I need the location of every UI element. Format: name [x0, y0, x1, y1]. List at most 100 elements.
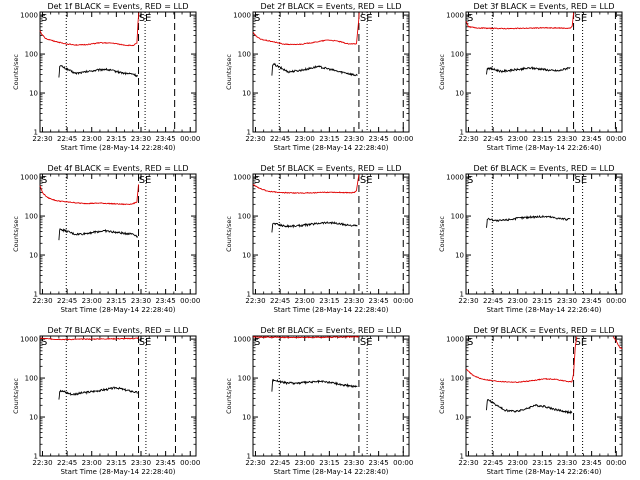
- x-axis-label: Start Time (28-May-14 22:28:40): [60, 306, 175, 314]
- detector-panel-9: Det 9f BLACK = Events, RED = LLD 1 10 100 10…: [438, 326, 626, 476]
- y-tick-label: 1000: [233, 174, 251, 182]
- y-tick-label: 1000: [446, 174, 464, 182]
- y-axis-label: Counts/sec: [225, 216, 233, 252]
- lld-series-line: [252, 174, 360, 194]
- lld-series-line: [612, 336, 623, 350]
- lld-series-line: [252, 335, 360, 339]
- x-tick-label: 00:00: [393, 297, 413, 305]
- x-tick-label: 00:00: [180, 297, 200, 305]
- x-tick-label: 23:00: [82, 135, 102, 143]
- x-tick-label: 23:30: [344, 297, 364, 305]
- x-tick-label: 22:30: [458, 135, 478, 143]
- events-series-line: [486, 66, 571, 75]
- x-tick-label: 22:45: [270, 459, 290, 467]
- y-tick-label: 1000: [20, 174, 38, 182]
- lld-series-line: [39, 12, 140, 47]
- x-tick-label: 22:45: [483, 297, 503, 305]
- y-tick-label: 100: [238, 375, 251, 383]
- events-series-line: [271, 378, 358, 392]
- y-tick-label: 10: [242, 414, 251, 422]
- time-marker-label: S: [254, 337, 260, 348]
- x-tick-label: 23:45: [156, 459, 176, 467]
- x-tick-label: 22:30: [32, 459, 52, 467]
- x-tick-label: 23:00: [508, 135, 528, 143]
- y-tick-label: 1: [460, 453, 464, 461]
- y-tick-label: 1000: [233, 336, 251, 344]
- x-tick-label: 22:30: [32, 297, 52, 305]
- y-tick-label: 1: [34, 291, 38, 299]
- x-tick-label: 00:00: [393, 459, 413, 467]
- lld-series-line: [39, 337, 139, 341]
- panel-title: Det 7f BLACK = Events, RED = LLD: [47, 326, 188, 335]
- y-axis-label: Counts/sec: [12, 378, 20, 414]
- x-tick-label: 23:00: [508, 297, 528, 305]
- y-tick-label: 10: [29, 252, 38, 260]
- y-tick-label: 10: [29, 414, 38, 422]
- y-tick-label: 100: [238, 51, 251, 59]
- time-marker-label: S: [254, 13, 260, 24]
- x-tick-label: 22:30: [458, 297, 478, 305]
- x-tick-label: 00:00: [606, 297, 626, 305]
- events-series-line: [58, 227, 139, 241]
- x-axis-label: Start Time (28-May-14 22:28:40): [60, 468, 175, 476]
- x-tick-label: 23:30: [344, 459, 364, 467]
- plot-frame: [39, 173, 197, 295]
- events-series-line: [58, 386, 138, 400]
- x-tick-label: 23:15: [532, 459, 552, 467]
- x-tick-label: 23:45: [582, 135, 602, 143]
- time-marker-label: SE: [575, 337, 588, 348]
- y-tick-label: 1: [247, 453, 251, 461]
- y-axis-label: Counts/sec: [225, 378, 233, 414]
- y-tick-label: 100: [25, 51, 38, 59]
- lld-series-line: [252, 12, 360, 46]
- y-tick-label: 10: [455, 414, 464, 422]
- time-marker-label: S: [41, 13, 47, 24]
- x-tick-label: 23:30: [557, 135, 577, 143]
- y-tick-label: 100: [25, 375, 38, 383]
- x-tick-label: 22:30: [245, 297, 265, 305]
- y-tick-label: 1: [34, 453, 38, 461]
- time-marker-label: SE: [575, 13, 588, 24]
- y-tick-label: 1000: [446, 12, 464, 20]
- x-tick-label: 23:00: [295, 297, 315, 305]
- panel-title: Det 9f BLACK = Events, RED = LLD: [473, 326, 614, 335]
- x-tick-label: 22:45: [57, 297, 77, 305]
- x-tick-label: 23:00: [295, 459, 315, 467]
- y-tick-label: 10: [242, 90, 251, 98]
- time-marker-label: SE: [575, 175, 588, 186]
- x-tick-label: 23:15: [106, 297, 126, 305]
- x-tick-label: 22:45: [483, 459, 503, 467]
- x-tick-label: 22:45: [270, 297, 290, 305]
- detector-panel-3: Det 3f BLACK = Events, RED = LLD 1 10 100 10…: [438, 2, 626, 152]
- y-tick-label: 100: [451, 213, 464, 221]
- y-axis-label: Counts/sec: [12, 54, 20, 90]
- x-axis-label: Start Time (28-May-14 22:28:40): [273, 144, 388, 152]
- x-tick-label: 23:15: [319, 459, 339, 467]
- panel-title: Det 1f BLACK = Events, RED = LLD: [47, 2, 188, 11]
- x-tick-label: 00:00: [180, 135, 200, 143]
- x-tick-label: 23:15: [106, 135, 126, 143]
- y-tick-label: 1000: [20, 12, 38, 20]
- plot-frame: [465, 173, 623, 295]
- x-tick-label: 23:00: [295, 135, 315, 143]
- y-tick-label: 100: [451, 51, 464, 59]
- y-axis-label: Counts/sec: [438, 378, 446, 414]
- x-tick-label: 00:00: [393, 135, 413, 143]
- detector-panel-1: Det 1f BLACK = Events, RED = LLD 1 10 100 10…: [12, 2, 200, 152]
- plot-frame: [39, 335, 197, 457]
- y-tick-label: 1: [247, 291, 251, 299]
- y-tick-label: 100: [238, 213, 251, 221]
- y-tick-label: 100: [451, 375, 464, 383]
- panel-title: Det 8f BLACK = Events, RED = LLD: [260, 326, 401, 335]
- x-tick-label: 23:45: [369, 297, 389, 305]
- y-tick-label: 10: [455, 90, 464, 98]
- x-tick-label: 23:45: [156, 297, 176, 305]
- events-series-line: [58, 64, 139, 78]
- y-tick-label: 1: [34, 129, 38, 137]
- detector-panel-7: Det 7f BLACK = Events, RED = LLD 1 10 100 10…: [12, 326, 200, 476]
- x-axis-label: Start Time (28-May-14 22:28:40): [60, 144, 175, 152]
- lld-series-line: [465, 336, 578, 384]
- x-tick-label: 23:45: [582, 459, 602, 467]
- panel-title: Det 3f BLACK = Events, RED = LLD: [473, 2, 614, 11]
